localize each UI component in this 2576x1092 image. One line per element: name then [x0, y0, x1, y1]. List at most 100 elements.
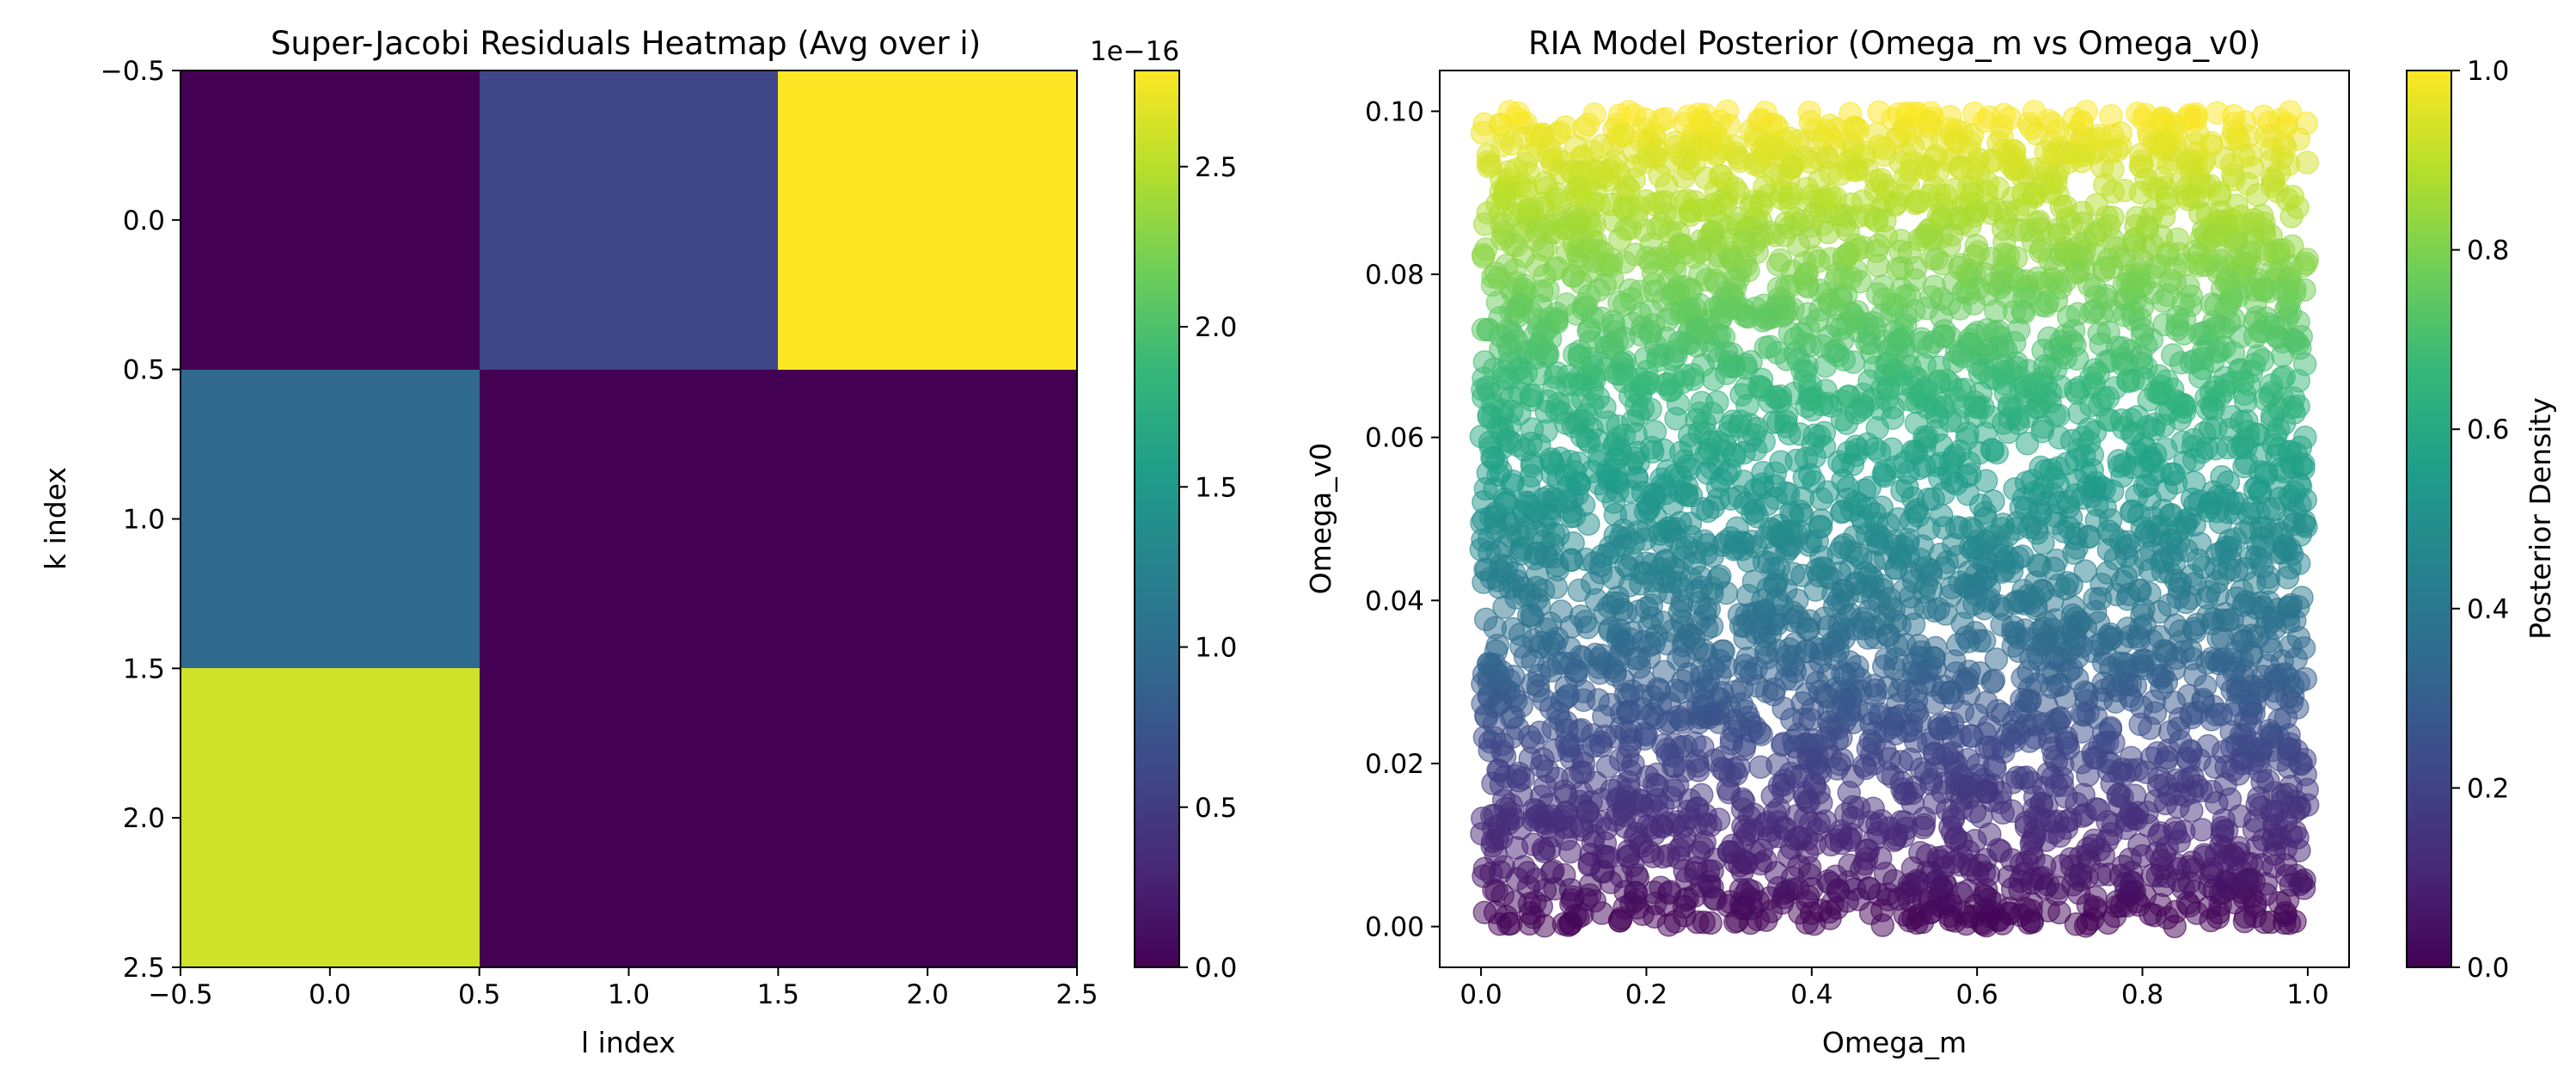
heatmap-y-tick: −0.5	[101, 56, 181, 87]
scatter-point	[2077, 525, 2102, 549]
heatmap-chart: Super-Jacobi Residuals Heatmap (Avg over…	[39, 25, 1237, 1059]
scatter-point	[1521, 383, 1545, 408]
scatter-point	[1567, 175, 1592, 200]
heatmap-colorbar-scale-label: 1e−16	[1090, 36, 1179, 67]
scatter-point	[1472, 112, 1496, 136]
scatter-point	[1668, 232, 1692, 256]
scatter-point	[1792, 465, 1816, 490]
heatmap-xlabel: l index	[581, 1026, 676, 1059]
heatmap-colorbar-gradient	[1134, 70, 1180, 968]
scatter-point	[1533, 541, 1557, 566]
scatter-point	[1872, 603, 1897, 627]
scatter-point	[1472, 570, 1496, 594]
scatter-point	[1957, 776, 1981, 801]
scatter-point	[1532, 487, 1556, 512]
scatter-point	[1483, 803, 1508, 828]
scatter-point	[1943, 444, 1967, 468]
scatter-point	[1483, 476, 1507, 501]
heatmap-colorbar-tick: 0.5	[1179, 793, 1237, 824]
scatter-point	[1643, 905, 1667, 929]
scatter-point	[1778, 421, 1802, 446]
scatter-point	[2243, 422, 2268, 446]
scatter-point	[2295, 150, 2319, 175]
scatter-point	[1545, 187, 1569, 212]
scatter-point	[2087, 123, 2112, 148]
scatter-points	[1469, 99, 2320, 939]
scatter-point	[2231, 144, 2256, 169]
scatter-point	[1602, 320, 1627, 345]
scatter-point	[1923, 790, 1947, 815]
scatter-point	[2220, 607, 2245, 631]
scatter-y-tick: 0.00	[1365, 912, 1440, 943]
scatter-point	[2198, 416, 2223, 441]
scatter-point	[1927, 355, 1951, 379]
scatter-point	[2249, 442, 2273, 466]
scatter-point	[2252, 218, 2276, 242]
scatter-point	[1976, 862, 2001, 886]
scatter-point	[1666, 704, 1691, 729]
scatter-point	[1601, 591, 1625, 616]
scatter-point	[1614, 217, 1638, 242]
scatter-point	[2204, 436, 2228, 461]
scatter-point	[1714, 580, 1739, 605]
scatter-point	[1471, 242, 1496, 267]
heatmap-x-ticks: −0.5 0.0 0.5 1.0 1.5 2.0 2.5	[148, 967, 1098, 1010]
scatter-point	[1741, 500, 1765, 525]
scatter-point	[1889, 255, 1914, 280]
scatter-point	[2145, 863, 2170, 888]
scatter-y-tick: 0.06	[1365, 423, 1440, 454]
scatter-point	[1833, 205, 1858, 229]
scatter-point	[1640, 606, 1664, 630]
scatter-point	[2214, 535, 2238, 560]
scatter-point	[2224, 846, 2248, 871]
scatter-point	[1595, 463, 1620, 487]
scatter-point	[2288, 435, 2313, 459]
scatter-point	[1511, 576, 1536, 600]
scatter-point	[1798, 386, 1823, 411]
scatter-point	[1652, 659, 1676, 684]
scatter-point	[1573, 610, 1598, 634]
scatter-point	[1745, 674, 1770, 698]
scatter-point	[2166, 782, 2191, 807]
heatmap-ylabel: k index	[39, 467, 72, 570]
heatmap-x-tick: 1.0	[608, 967, 650, 1010]
heatmap-title: Super-Jacobi Residuals Heatmap (Avg over…	[271, 25, 981, 62]
scatter-point	[1912, 156, 1937, 180]
scatter-point	[2246, 624, 2270, 649]
svg-text:2.0: 2.0	[907, 979, 949, 1010]
scatter-point	[1831, 579, 1855, 603]
scatter-point	[2028, 455, 2053, 480]
scatter-point	[2288, 752, 2312, 776]
heatmap-x-tick: 2.0	[907, 967, 949, 1010]
scatter-point	[2187, 242, 2212, 267]
scatter-point	[2269, 257, 2294, 281]
scatter-title: RIA Model Posterior (Omega_m vs Omega_v0…	[1528, 25, 2261, 62]
scatter-point	[1567, 344, 1592, 368]
scatter-point	[1758, 622, 1783, 646]
scatter-point	[1539, 450, 1564, 474]
scatter-point	[1893, 284, 1918, 309]
svg-text:0.6: 0.6	[2467, 414, 2509, 445]
scatter-point	[2289, 324, 2314, 349]
scatter-point	[2287, 471, 2311, 496]
heatmap-cell-k0-l2	[778, 71, 1078, 371]
scatter-point	[1800, 876, 1824, 901]
scatter-point	[1799, 530, 1823, 554]
scatter-point	[2163, 256, 2187, 281]
scatter-point	[1612, 197, 1637, 221]
scatter-point	[1947, 255, 1972, 280]
scatter-point	[2010, 544, 2034, 568]
svg-text:1.5: 1.5	[123, 653, 165, 684]
scatter-point	[1546, 523, 1570, 547]
scatter-point	[1729, 613, 1753, 638]
scatter-point	[1747, 721, 1771, 745]
scatter-point	[1900, 596, 1924, 621]
scatter-point	[2000, 770, 2025, 794]
scatter-point	[1525, 520, 1549, 544]
scatter-point	[2083, 885, 2108, 910]
scatter-point	[2044, 708, 2068, 733]
scatter-point	[1907, 190, 1931, 214]
svg-text:1.0: 1.0	[1195, 633, 1237, 664]
scatter-point	[1803, 578, 1827, 602]
scatter-point	[1869, 495, 1894, 519]
